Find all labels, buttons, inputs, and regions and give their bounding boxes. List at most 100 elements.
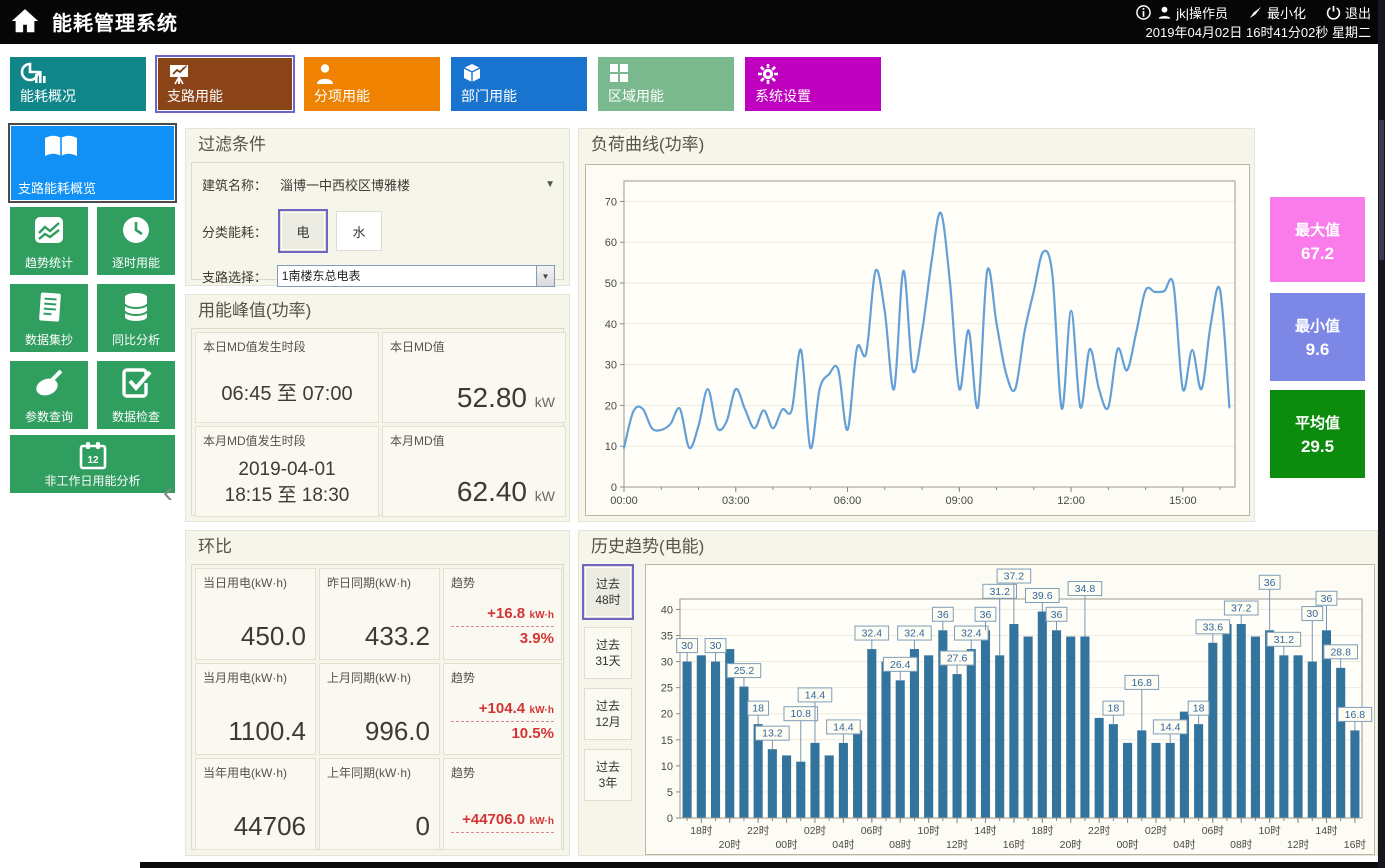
- svg-text:25: 25: [661, 683, 673, 695]
- filter-panel-body: 建筑名称： 淄博一中西校区博雅楼 ▼ 分类能耗： 电 水 支路选择： 1南楼东总…: [191, 162, 564, 287]
- lastyear-usage-value: 0: [415, 811, 430, 841]
- nav-tile-energy-overview[interactable]: 能耗概况: [10, 57, 146, 111]
- month-md-value-card: 本月MD值 62.40 kW: [382, 426, 566, 517]
- sidebar-item-yoy-analysis[interactable]: 同比分析: [97, 284, 175, 352]
- person-icon: [314, 62, 340, 91]
- tab-past-48h[interactable]: 过去 48时: [584, 566, 632, 618]
- trend-chart-icon: [31, 213, 67, 252]
- svg-text:28.8: 28.8: [1330, 646, 1351, 658]
- nav-tile-area-energy[interactable]: 区域用能: [598, 57, 734, 111]
- svg-text:36: 36: [937, 609, 949, 621]
- card-label: 本日MD值发生时段: [203, 340, 306, 354]
- history-title: 历史趋势(电能): [591, 537, 705, 556]
- main-nav: 能耗概况 支路用能 分项用能 部门用能 区域用能: [10, 57, 881, 111]
- presentation-trend-icon: [167, 62, 193, 91]
- scrollbar-thumb[interactable]: [1379, 120, 1384, 260]
- lastyear-usage-card: 上年同期(kW·h) 0: [319, 758, 440, 850]
- today-usage-value: 450.0: [240, 621, 306, 651]
- card-label: 当年用电(kW·h): [203, 766, 287, 780]
- badge-value: 9.6: [1305, 340, 1330, 359]
- svg-text:18: 18: [752, 703, 764, 715]
- min-value-badge: 最小值 9.6: [1270, 293, 1365, 381]
- energy-type-label: 分类能耗：: [202, 224, 268, 240]
- svg-text:30: 30: [681, 640, 693, 652]
- peak-panel-body: 本日MD值发生时段 06:45 至 07:00 本日MD值 52.80 kW 本…: [191, 328, 566, 517]
- tab-past-3y[interactable]: 过去 3年: [584, 749, 632, 801]
- svg-text:16时: 16时: [1003, 839, 1026, 851]
- minimize-button[interactable]: 最小化: [1248, 3, 1306, 22]
- svg-text:14.4: 14.4: [833, 721, 854, 733]
- building-select-value[interactable]: 淄博一中西校区博雅楼: [280, 178, 411, 193]
- logout-button[interactable]: 退出: [1326, 3, 1371, 22]
- info-button[interactable]: [1136, 5, 1152, 20]
- sidebar-item-hourly-energy[interactable]: 逐时用能: [97, 207, 175, 275]
- cube-icon: [461, 62, 487, 91]
- svg-text:16时: 16时: [1344, 839, 1367, 851]
- right-scrollbar[interactable]: [1378, 0, 1385, 868]
- tab-past-31d[interactable]: 过去 31天: [584, 627, 632, 679]
- svg-text:08时: 08时: [1230, 839, 1253, 851]
- svg-text:14时: 14时: [974, 825, 997, 837]
- nav-tile-subitem-energy[interactable]: 分项用能: [304, 57, 440, 111]
- sidebar-item-data-check[interactable]: 数据检查: [97, 361, 175, 429]
- tab-past-12m[interactable]: 过去 12月: [584, 688, 632, 740]
- svg-text:16.8: 16.8: [1345, 709, 1366, 721]
- year-usage-value: 44706: [233, 811, 306, 841]
- svg-text:36: 36: [980, 609, 992, 621]
- info-icon: [1136, 5, 1152, 20]
- nav-tile-branch-energy[interactable]: 支路用能: [157, 57, 293, 111]
- year-usage-card: 当年用电(kW·h) 44706: [195, 758, 316, 850]
- nav-tile-label: 分项用能: [314, 88, 370, 104]
- pie-chart-icon: [20, 62, 46, 91]
- avg-value-badge: 平均值 29.5: [1270, 390, 1365, 478]
- nav-tile-department-energy[interactable]: 部门用能: [451, 57, 587, 111]
- svg-text:14.4: 14.4: [1160, 721, 1181, 733]
- svg-text:18时: 18时: [690, 825, 713, 837]
- svg-text:03:00: 03:00: [722, 495, 750, 507]
- peak-panel: 用能峰值(功率) 本日MD值发生时段 06:45 至 07:00 本日MD值 5…: [185, 294, 570, 522]
- topbar: 能耗管理系统 jk|操作员 最小化 退出: [0, 0, 1385, 44]
- huanbi-panel: 环比 当日用电(kW·h) 450.0 昨日同期(kW·h) 433.2 趋势 …: [185, 530, 570, 856]
- svg-text:14时: 14时: [1315, 825, 1338, 837]
- svg-text:0: 0: [667, 813, 673, 825]
- svg-text:32.4: 32.4: [961, 628, 982, 640]
- energy-option-water[interactable]: 水: [336, 211, 382, 251]
- energy-option-electric[interactable]: 电: [280, 211, 326, 251]
- svg-text:40: 40: [605, 319, 617, 331]
- sidebar-item-label: 参数查询: [24, 410, 73, 424]
- branch-label: 支路选择：: [202, 269, 268, 285]
- card-label: 昨日同期(kW·h): [327, 576, 411, 590]
- sidebar-item-branch-overview[interactable]: 支路能耗概览: [10, 125, 175, 201]
- svg-text:15:00: 15:00: [1169, 495, 1197, 507]
- today-md-period-value: 06:45 至 07:00: [221, 383, 353, 405]
- badge-value: 29.5: [1300, 437, 1335, 456]
- svg-text:22时: 22时: [747, 825, 770, 837]
- user-button[interactable]: jk|操作员: [1157, 3, 1228, 22]
- user-name: jk|操作员: [1176, 6, 1228, 21]
- branch-select[interactable]: 1南楼东总电表 ▼: [276, 265, 555, 287]
- sidebar-collapse-chevron[interactable]: ‹: [163, 476, 173, 509]
- sidebar-item-label: 支路能耗概览: [18, 181, 97, 196]
- home-icon[interactable]: [8, 4, 42, 38]
- badge-label: 最小值: [1294, 318, 1340, 335]
- svg-text:02时: 02时: [804, 825, 827, 837]
- svg-text:06:00: 06:00: [834, 495, 862, 507]
- sidebar-item-data-collection[interactable]: 数据集抄: [10, 284, 88, 352]
- search-icon: [31, 367, 67, 406]
- day-trend-value: +16.8 kW·h 3.9%: [451, 605, 554, 648]
- svg-text:32.4: 32.4: [862, 628, 883, 640]
- nav-tile-label: 区域用能: [608, 88, 664, 104]
- dashed-divider: [451, 832, 554, 833]
- sidebar-item-nonworkday-analysis[interactable]: 12 非工作日用能分析: [10, 435, 175, 493]
- svg-text:60: 60: [605, 237, 617, 249]
- svg-text:04时: 04时: [1173, 839, 1196, 851]
- svg-text:0: 0: [611, 482, 617, 494]
- day-trend-card: 趋势 +16.8 kW·h 3.9%: [443, 568, 562, 660]
- nav-tile-system-settings[interactable]: 系统设置: [745, 57, 881, 111]
- chevron-down-icon[interactable]: ▼: [536, 266, 554, 286]
- chevron-down-icon[interactable]: ▼: [545, 179, 555, 190]
- sidebar-item-label: 逐时用能: [111, 256, 160, 270]
- sidebar-item-trend-stats[interactable]: 趋势统计: [10, 207, 88, 275]
- sidebar-item-parameter-query[interactable]: 参数查询: [10, 361, 88, 429]
